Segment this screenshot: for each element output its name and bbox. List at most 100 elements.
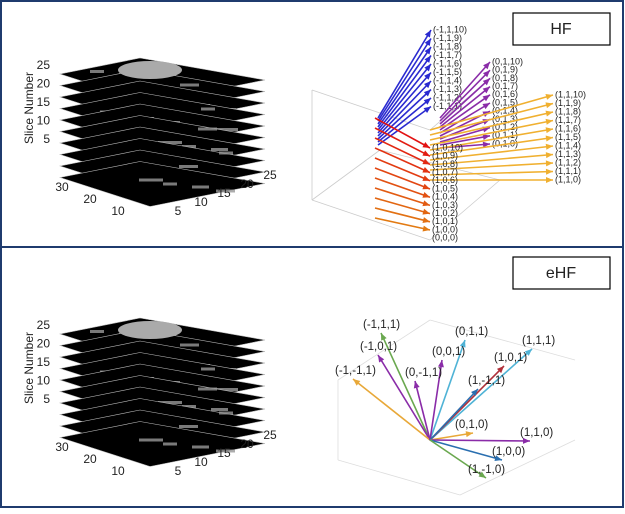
tick-label: 10	[194, 195, 208, 209]
arrow-head	[545, 110, 553, 117]
vector-arrow	[374, 127, 431, 157]
arrow-head	[524, 349, 532, 356]
axis-box	[311, 89, 431, 131]
tick-label: 10	[194, 455, 208, 469]
arrow-head	[381, 333, 387, 341]
tissue-speckle	[214, 388, 238, 391]
vector-label: (0,1,6)	[492, 89, 518, 99]
vector-label: (0,1,2)	[492, 122, 518, 132]
vector-arrow	[377, 71, 432, 134]
tissue-speckle	[192, 445, 209, 449]
arrow-head	[482, 86, 490, 94]
vector-label: (1,1,1)	[522, 335, 555, 347]
tissue-speckle	[216, 449, 235, 453]
arrow-head	[494, 455, 502, 462]
vector-arrow	[414, 380, 431, 441]
arrow-head	[423, 89, 431, 97]
vector-label: (1,1,0)	[520, 427, 553, 439]
arrow-head	[545, 160, 553, 167]
tissue-speckle	[211, 148, 228, 151]
axis-box	[429, 179, 501, 241]
tick-label: 20	[83, 452, 97, 466]
arrow-head	[545, 127, 553, 134]
tissue-speckle	[180, 83, 199, 87]
vector-arrow	[439, 126, 491, 143]
tick-label: 15	[217, 186, 231, 200]
vector-label: (1,1,5)	[555, 132, 581, 142]
vector-label: (-1,1,7)	[433, 50, 462, 60]
vector-label: (1,0,8)	[432, 159, 458, 169]
vector-arrow	[429, 128, 554, 151]
vector-arrow	[380, 332, 431, 441]
vector-label: (0,-1,1)	[405, 367, 442, 379]
tissue-speckle	[211, 408, 228, 411]
vector-arrow	[374, 137, 431, 166]
arrow-head	[545, 135, 553, 142]
vector-arrow	[377, 29, 432, 119]
tissue-speckle	[139, 438, 163, 442]
vector-arrow	[377, 105, 432, 146]
arrow-head	[424, 64, 431, 72]
vector-arrow	[439, 77, 491, 125]
tissue-speckle	[158, 401, 182, 404]
vector-label: (1,0,1)	[432, 216, 458, 226]
axis-title: Slice Number	[22, 72, 36, 144]
arrow-head	[422, 217, 430, 224]
vector-label: (0,1,1)	[455, 326, 488, 338]
tissue-speckle	[201, 107, 215, 111]
tissue-region	[118, 321, 182, 339]
vector-label: (0,1,4)	[492, 106, 518, 116]
vector-label: (1,-1,0)	[468, 464, 505, 476]
vector-label: (0,1,0)	[492, 138, 518, 148]
label-box	[512, 12, 611, 46]
vector-label: (1,1,2)	[555, 157, 581, 167]
vector-label: (-1,1,1)	[433, 101, 462, 111]
vector-label: (-1,1,4)	[433, 75, 462, 85]
vector-arrow	[429, 348, 533, 441]
vector-arrow	[429, 439, 503, 461]
vector-arrow	[374, 117, 431, 149]
vector-arrow	[429, 153, 554, 166]
arrow-head	[422, 142, 430, 148]
vector-label: (1,1,6)	[555, 123, 581, 133]
arrow-head	[483, 62, 490, 70]
arrow-head	[424, 30, 431, 38]
vector-arrow	[429, 432, 474, 441]
tick-label: 20	[240, 177, 254, 191]
vector-arrow	[429, 439, 531, 442]
tissue-speckle	[219, 151, 233, 155]
vector-arrow	[374, 187, 431, 207]
arrow-head	[522, 437, 530, 444]
axis-box	[311, 199, 431, 241]
tick-label: 5	[43, 392, 50, 406]
tissue-speckle	[90, 330, 104, 333]
label-box	[512, 256, 611, 290]
slice	[58, 161, 266, 207]
panel-label: HF	[550, 21, 572, 38]
vector-arrow	[429, 136, 554, 156]
vector-label: (0,1,3)	[492, 114, 518, 124]
axis-box	[337, 459, 461, 496]
tick-label: 20	[83, 192, 97, 206]
tick-label: 5	[175, 204, 182, 218]
vector-arrow	[429, 102, 554, 136]
axis-box	[379, 149, 501, 181]
vector-label: (1,0,0)	[492, 446, 525, 458]
tissue-speckle	[139, 178, 163, 182]
vector-label: (1,-1,1)	[468, 375, 505, 387]
arrow-head	[422, 150, 430, 157]
axis-box	[429, 319, 576, 361]
vector-arrow	[377, 88, 432, 140]
vector-arrow	[429, 162, 554, 171]
vector-arrow	[429, 388, 479, 441]
vector-label: (1,1,8)	[555, 106, 581, 116]
vector-label: (1,1,0)	[555, 174, 581, 184]
arrow-head	[424, 55, 431, 63]
arrow-head	[482, 94, 490, 102]
vector-arrow	[429, 145, 554, 161]
tissue-speckle	[216, 189, 235, 193]
arrow-head	[413, 381, 420, 389]
arrow-head	[545, 94, 553, 100]
